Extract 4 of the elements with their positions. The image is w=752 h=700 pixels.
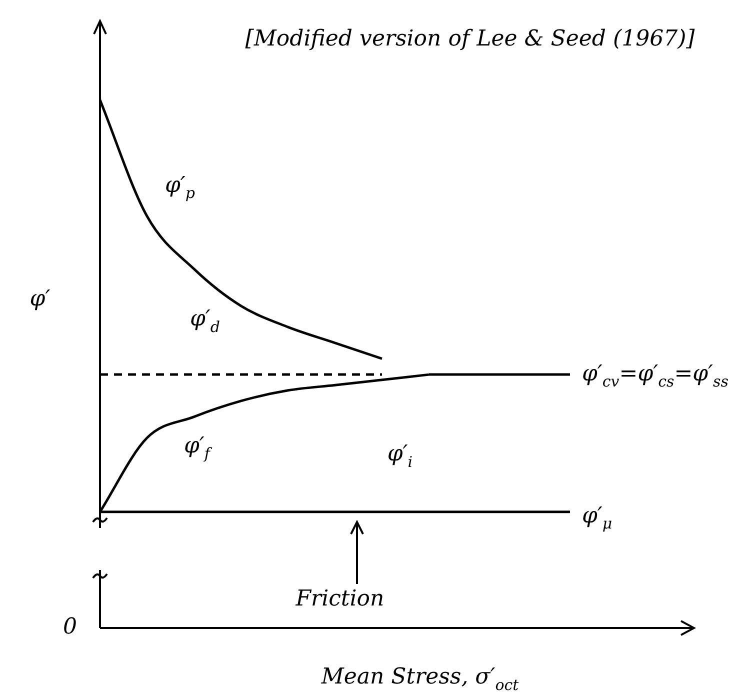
text: [Modified version of Lee & Seed (1967)] [245, 26, 696, 52]
y-axis-title: φ′ [30, 286, 50, 312]
annotation: Friction [294, 586, 384, 612]
text: 0 [63, 614, 77, 640]
